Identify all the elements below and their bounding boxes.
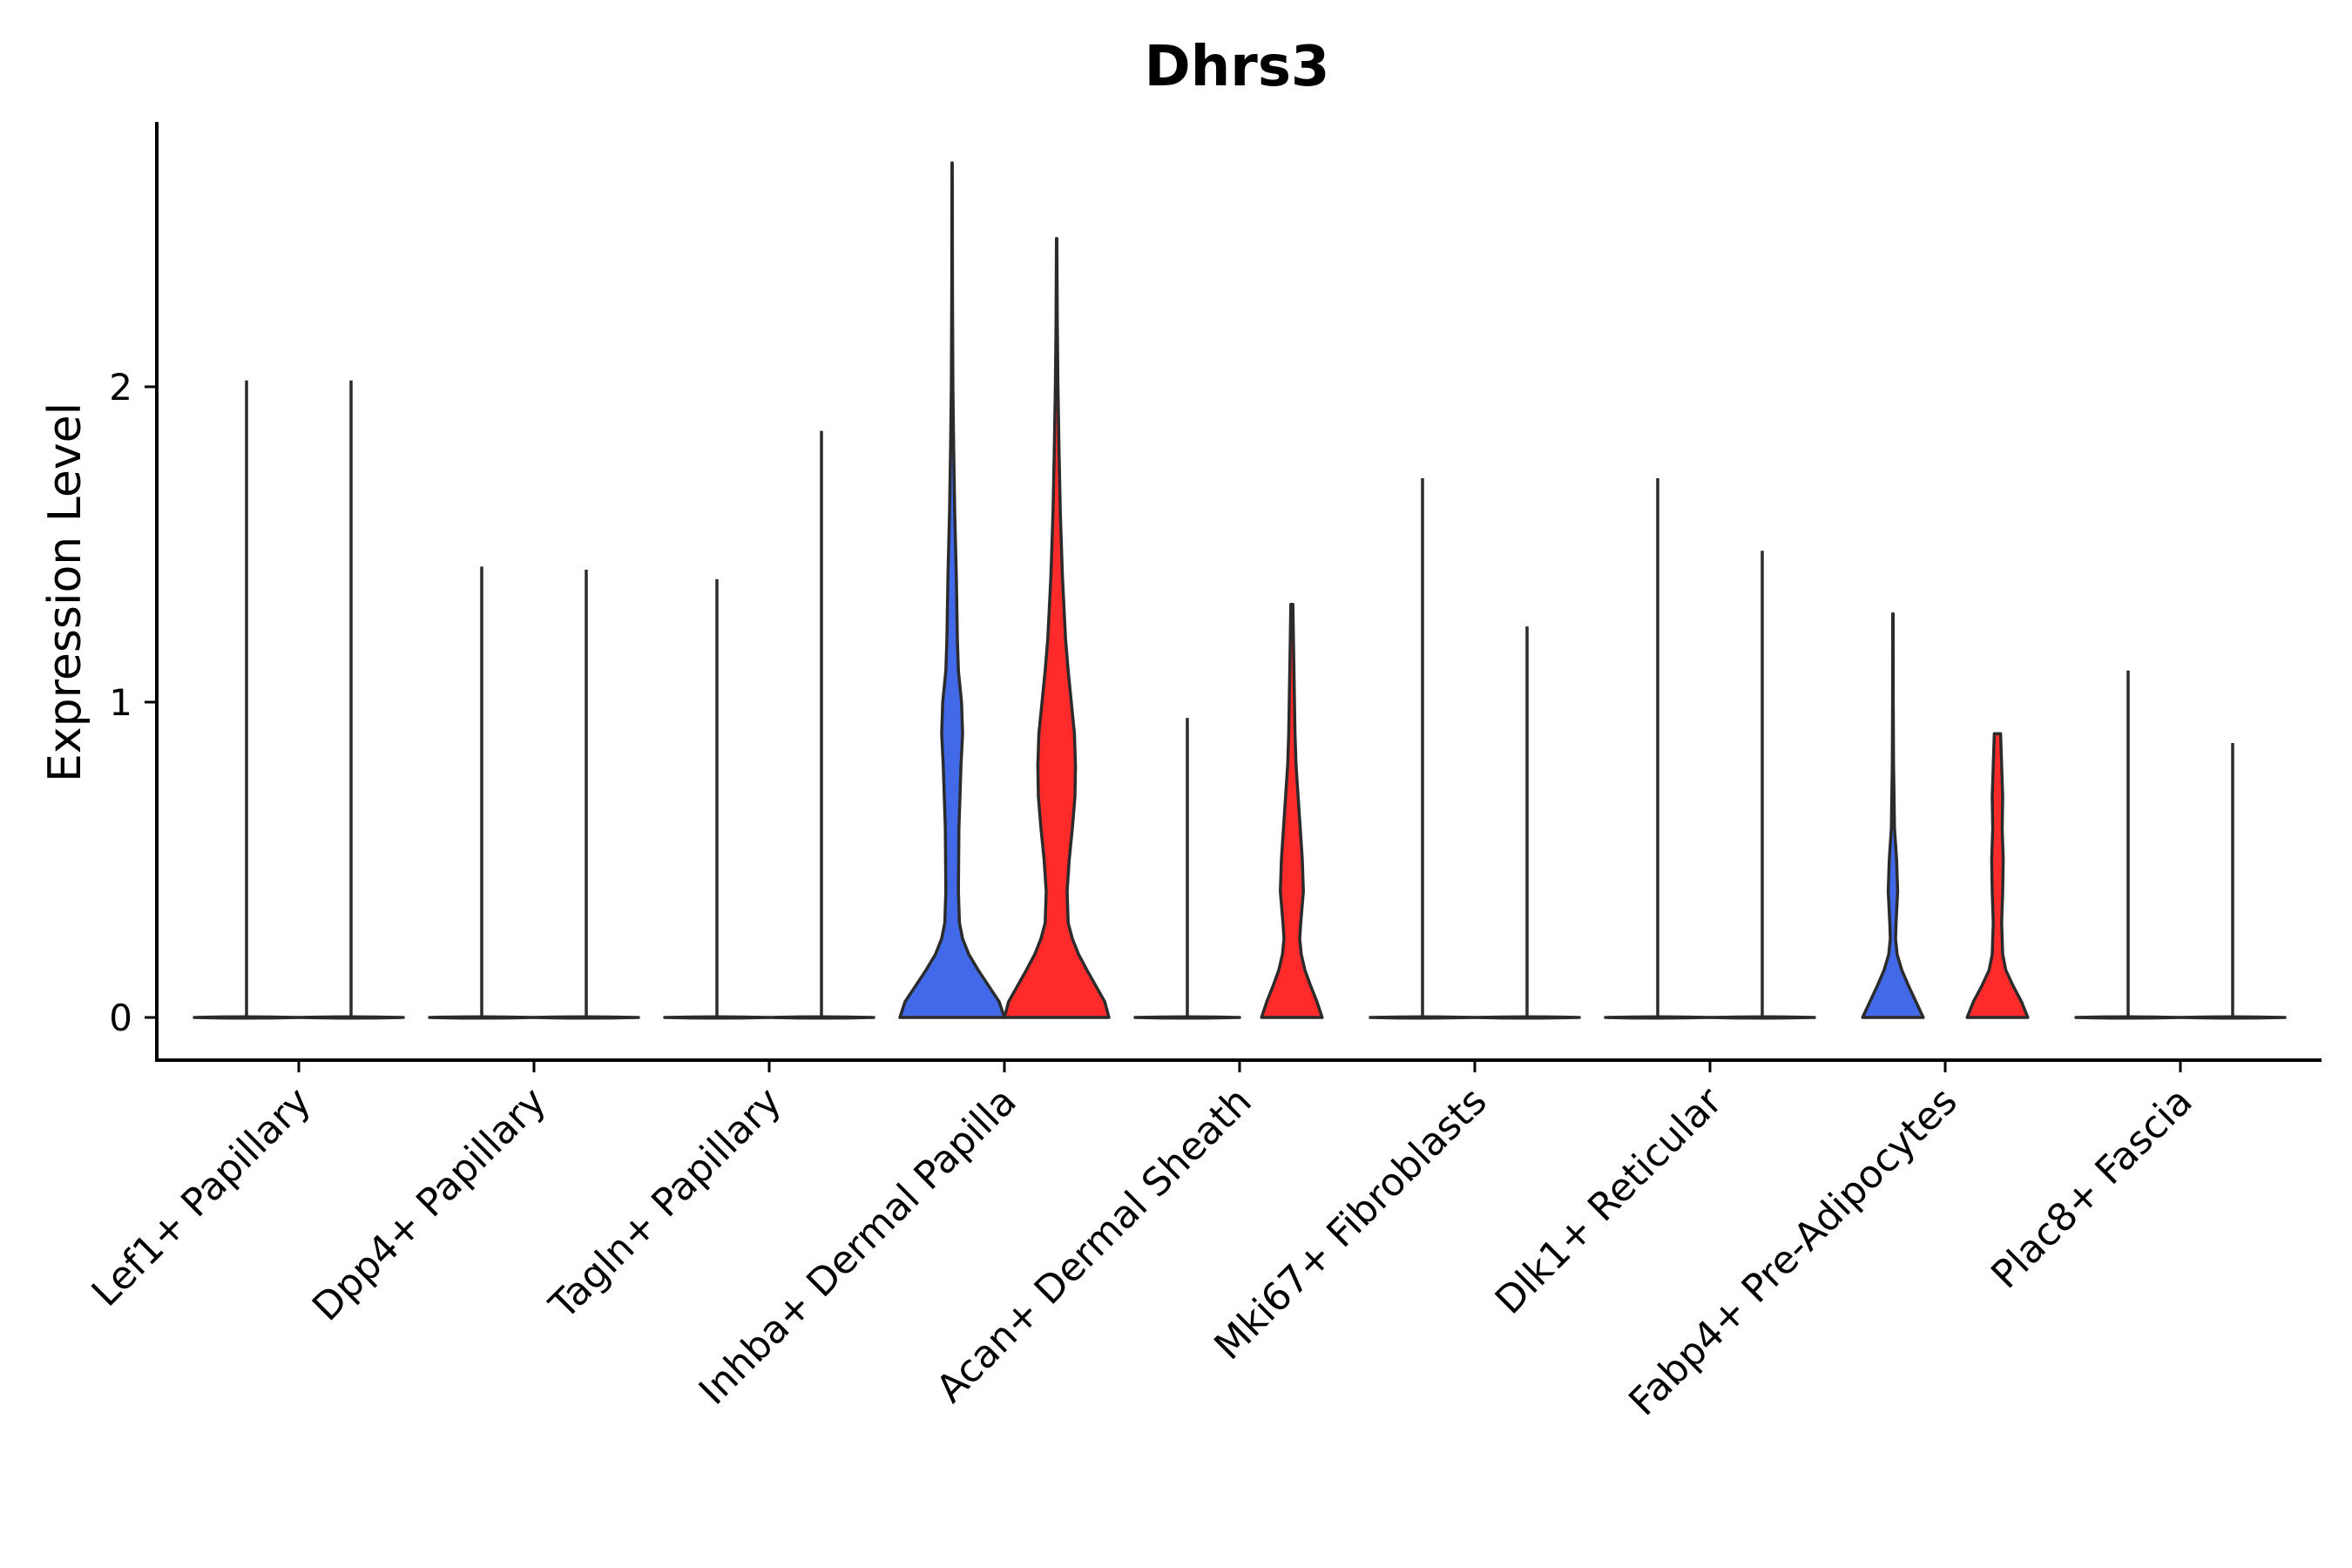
violin-blue-8 bbox=[1861, 612, 1925, 1019]
violin-blue-6 bbox=[1369, 477, 1477, 1020]
x-tick-label-1: Lef1+ Papillary bbox=[84, 1079, 320, 1315]
x-tick-label-7: Dlk1+ Reticular bbox=[1487, 1078, 1732, 1323]
violin-blue-5 bbox=[1133, 718, 1241, 1020]
violin-red-4 bbox=[1003, 237, 1111, 1019]
violin-blue-3 bbox=[663, 578, 771, 1020]
chart-title: Dhrs3 bbox=[1145, 35, 1330, 99]
y-axis-label: Expression Level bbox=[39, 402, 91, 782]
x-tick-label-3: Tagln+ Papillary bbox=[541, 1079, 790, 1328]
x-tick-label-6: Mki67+ Fibroblasts bbox=[1206, 1079, 1495, 1369]
violin-red-3 bbox=[767, 430, 875, 1020]
violin-blue-7 bbox=[1604, 477, 1712, 1020]
violin-red-9 bbox=[2179, 743, 2287, 1020]
y-tick-label-2: 2 bbox=[109, 366, 132, 409]
x-tick-label-9: Plac8+ Fascia bbox=[1983, 1079, 2201, 1298]
violin-red-7 bbox=[1708, 551, 1816, 1020]
violin-red-2 bbox=[532, 569, 640, 1020]
violin-blue-4 bbox=[898, 161, 1006, 1019]
violin-blue-9 bbox=[2074, 670, 2182, 1020]
violins-layer bbox=[193, 161, 2287, 1020]
violin-red-5 bbox=[1260, 603, 1324, 1019]
y-tick-label-1: 1 bbox=[109, 681, 132, 724]
violin-blue-1 bbox=[193, 380, 301, 1020]
violin-blue-2 bbox=[428, 566, 536, 1020]
violin-red-6 bbox=[1473, 626, 1581, 1020]
y-tick-label-0: 0 bbox=[109, 997, 132, 1039]
violin-red-1 bbox=[297, 380, 405, 1020]
x-tick-label-2: Dpp4+ Papillary bbox=[304, 1079, 555, 1330]
violin-red-8 bbox=[1965, 732, 2030, 1019]
